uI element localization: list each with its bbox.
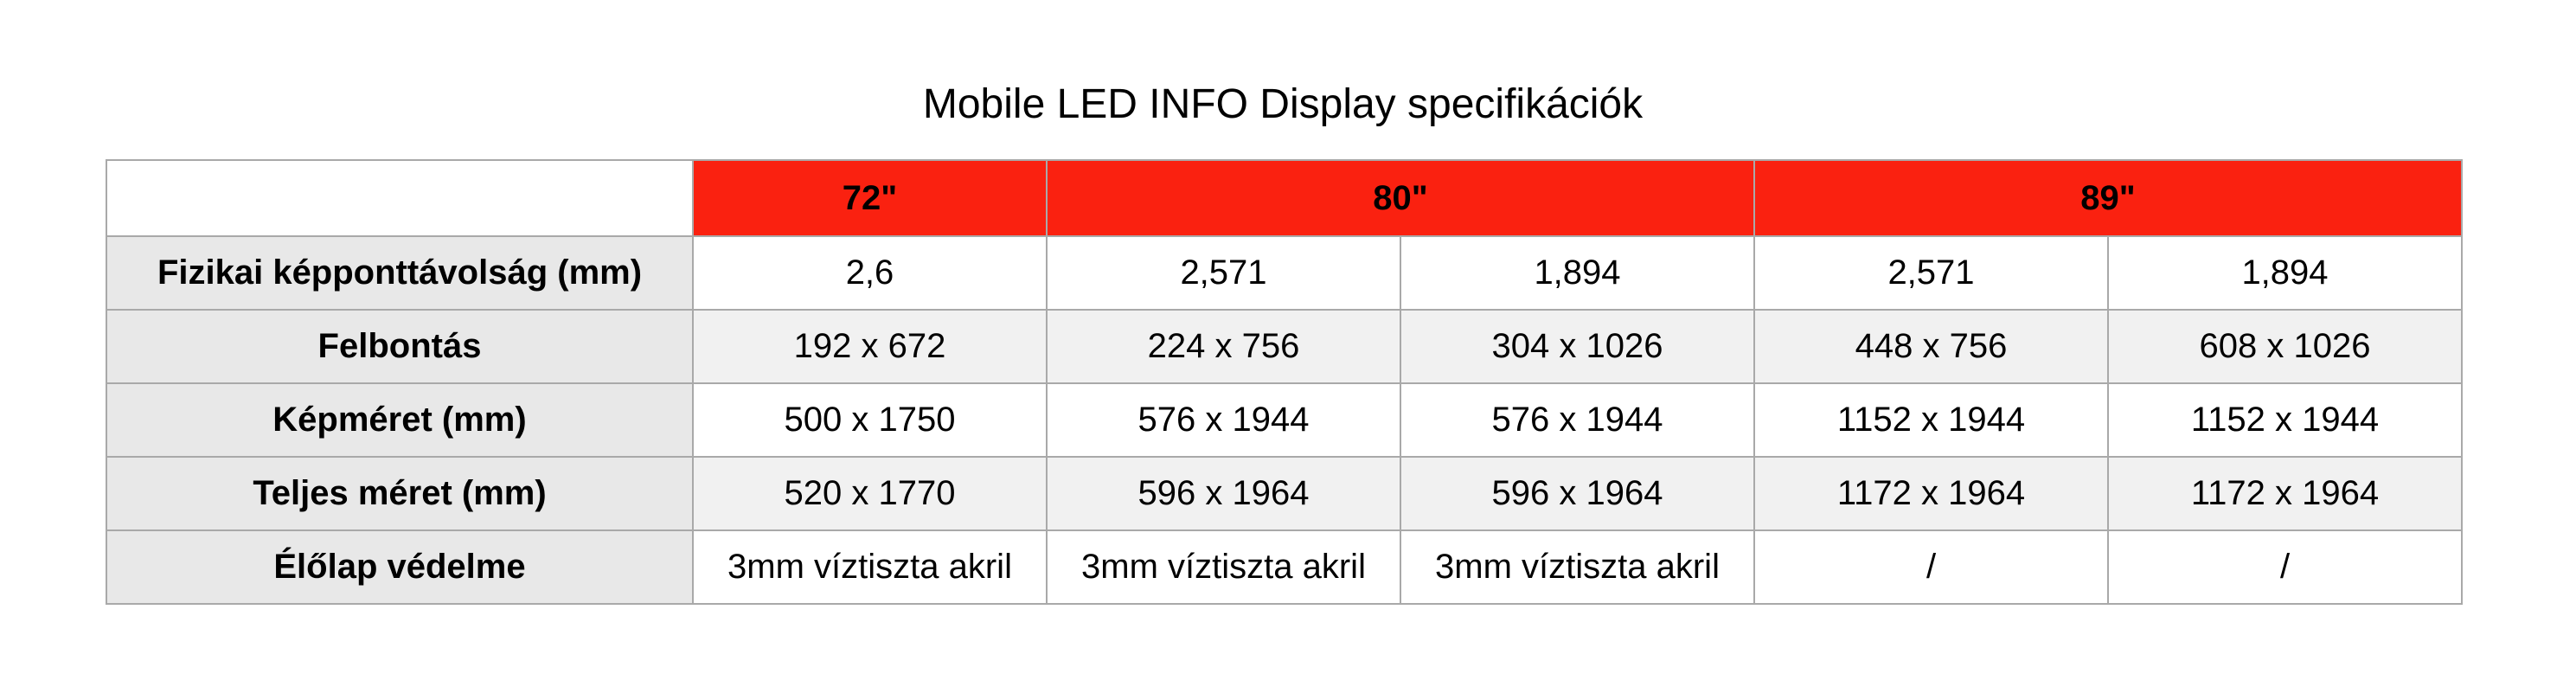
table-cell: 576 x 1944 (1400, 382, 1755, 458)
table-cell: 3mm víztiszta akril (1400, 529, 1755, 605)
table-cell: 1172 x 1964 (2107, 456, 2463, 531)
table-cell: 2,571 (1046, 235, 1401, 311)
table-cell: / (2107, 529, 2463, 605)
table-row-front-protection: Élőlap védelme 3mm víztiszta akril 3mm v… (106, 529, 2463, 605)
table-cell: 3mm víztiszta akril (692, 529, 1048, 605)
table-cell: 1172 x 1964 (1753, 456, 2109, 531)
table-cell: 1,894 (1400, 235, 1755, 311)
table-cell: 2,6 (692, 235, 1048, 311)
table-cell: 3mm víztiszta akril (1046, 529, 1401, 605)
table-row-image-size: Képméret (mm) 500 x 1750 576 x 1944 576 … (106, 382, 2463, 458)
table-cell: 304 x 1026 (1400, 309, 1755, 384)
table-cell: 608 x 1026 (2107, 309, 2463, 384)
row-label-pixel-pitch: Fizikai képponttávolság (mm) (106, 235, 694, 311)
column-header-80: 80" (1046, 159, 1755, 237)
table-cell: / (1753, 529, 2109, 605)
table-cell: 224 x 756 (1046, 309, 1401, 384)
column-header-89: 89" (1753, 159, 2463, 237)
table-cell: 500 x 1750 (692, 382, 1048, 458)
table-cell: 1152 x 1944 (2107, 382, 2463, 458)
table-cell: 596 x 1964 (1046, 456, 1401, 531)
table-cell: 448 x 756 (1753, 309, 2109, 384)
table-cell: 1,894 (2107, 235, 2463, 311)
table-row-resolution: Felbontás 192 x 672 224 x 756 304 x 1026… (106, 309, 2463, 384)
table-cell: 596 x 1964 (1400, 456, 1755, 531)
row-label-resolution: Felbontás (106, 309, 694, 384)
table-row-pixel-pitch: Fizikai képponttávolság (mm) 2,6 2,571 1… (106, 235, 2463, 311)
table-cell: 576 x 1944 (1046, 382, 1401, 458)
row-label-front-protection: Élőlap védelme (106, 529, 694, 605)
column-header-72: 72" (692, 159, 1048, 237)
table-row-total-size: Teljes méret (mm) 520 x 1770 596 x 1964 … (106, 456, 2463, 531)
row-label-total-size: Teljes méret (mm) (106, 456, 694, 531)
table-cell: 192 x 672 (692, 309, 1048, 384)
spec-table: 72" 80" 89" Fizikai képponttávolság (mm)… (106, 159, 2463, 605)
corner-cell (106, 159, 694, 237)
table-header-row: 72" 80" 89" (106, 159, 2463, 237)
table-cell: 2,571 (1753, 235, 2109, 311)
table-cell: 1152 x 1944 (1753, 382, 2109, 458)
row-label-image-size: Képméret (mm) (106, 382, 694, 458)
table-cell: 520 x 1770 (692, 456, 1048, 531)
page-title: Mobile LED INFO Display specifikációk (922, 81, 1644, 127)
